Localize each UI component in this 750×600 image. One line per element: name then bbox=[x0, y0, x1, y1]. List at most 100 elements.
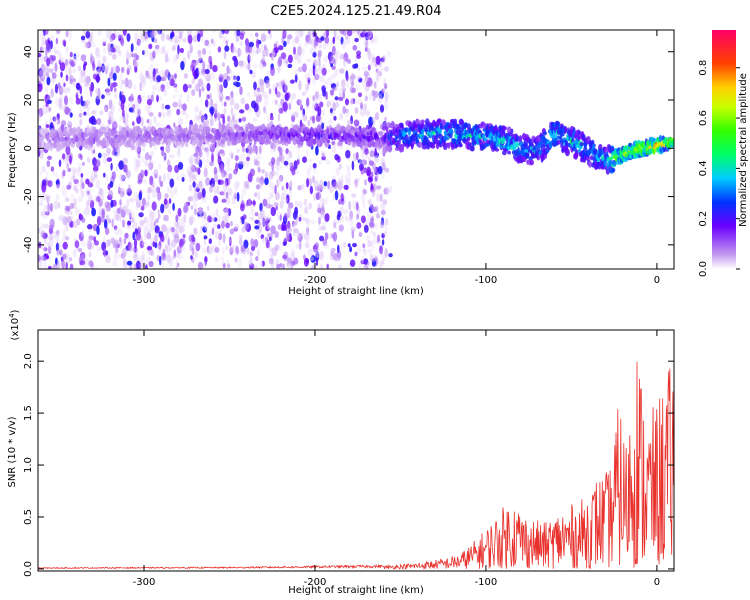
heatmap-cell bbox=[215, 231, 219, 240]
heatmap-cell bbox=[298, 30, 304, 38]
heatmap-cell bbox=[356, 66, 360, 72]
heatmap-cell bbox=[178, 253, 184, 260]
heatmap-cell bbox=[367, 240, 372, 248]
heatmap-cell bbox=[336, 178, 342, 185]
heatmap-cell bbox=[47, 180, 53, 188]
heatmap-cell bbox=[65, 262, 68, 269]
heatmap-cell bbox=[319, 263, 324, 269]
heatmap-cell bbox=[125, 52, 131, 60]
heatmap-cell bbox=[219, 164, 225, 174]
heatmap-cell bbox=[368, 160, 374, 167]
heatmap-cell bbox=[194, 167, 200, 173]
heatmap-cell bbox=[85, 75, 91, 84]
heatmap-cell bbox=[235, 35, 239, 42]
heatmap-cell bbox=[43, 214, 48, 220]
heatmap-cell bbox=[307, 248, 313, 257]
heatmap-cell bbox=[110, 66, 114, 75]
heatmap-cell bbox=[314, 67, 318, 74]
heatmap-cell bbox=[121, 174, 126, 182]
heatmap-cell bbox=[121, 219, 126, 228]
heatmap-cell bbox=[39, 170, 43, 176]
heatmap-cell bbox=[149, 76, 153, 83]
heatmap-cell bbox=[364, 148, 369, 155]
heatmap-cell bbox=[331, 143, 337, 154]
heatmap-cell bbox=[312, 66, 316, 77]
heatmap-cell bbox=[302, 63, 307, 73]
heatmap-cell bbox=[257, 153, 262, 161]
heatmap-cell bbox=[62, 216, 68, 226]
heatmap-cell bbox=[351, 229, 355, 239]
heatmap-cell bbox=[369, 253, 374, 262]
heatmap-cell bbox=[369, 198, 372, 208]
heatmap-cell bbox=[65, 131, 69, 138]
heatmap-cell bbox=[389, 145, 393, 151]
heatmap-cell bbox=[149, 175, 154, 186]
heatmap-cell bbox=[118, 107, 121, 112]
heatmap-cell bbox=[290, 94, 294, 104]
heatmap-cell bbox=[154, 46, 160, 54]
heatmap-cell bbox=[178, 103, 182, 108]
heatmap-cell bbox=[227, 263, 231, 269]
heatmap-cell bbox=[58, 103, 63, 111]
heatmap-cell bbox=[227, 238, 232, 244]
heatmap-cell bbox=[176, 175, 180, 181]
heatmap-cell bbox=[300, 184, 305, 192]
heatmap-cell bbox=[294, 144, 299, 149]
heatmap-cell bbox=[294, 169, 299, 175]
heatmap-cell bbox=[374, 166, 379, 176]
heatmap-cell bbox=[217, 92, 221, 100]
heatmap-cell bbox=[71, 67, 77, 74]
heatmap-cell bbox=[56, 113, 60, 121]
heatmap-cell bbox=[38, 107, 44, 117]
heatmap-cell bbox=[370, 203, 374, 209]
heatmap-cell bbox=[86, 199, 91, 207]
heatmap-cell bbox=[53, 200, 58, 210]
heatmap-cell bbox=[139, 220, 145, 227]
heatmap-cell bbox=[74, 208, 81, 215]
heatmap-cell bbox=[364, 110, 370, 116]
heatmap-cell bbox=[209, 230, 212, 237]
heatmap-cell bbox=[304, 241, 310, 249]
heatmap-cell bbox=[261, 237, 265, 245]
heatmap-cell bbox=[56, 250, 61, 255]
heatmap-cell bbox=[155, 68, 159, 75]
heatmap-cell bbox=[297, 233, 303, 242]
heatmap-cell bbox=[54, 129, 58, 134]
heatmap-cell bbox=[266, 70, 271, 78]
heatmap-cell bbox=[257, 221, 262, 227]
heatmap-cell bbox=[375, 68, 379, 73]
heatmap-cell bbox=[41, 243, 46, 251]
heatmap-cell bbox=[319, 75, 324, 83]
heatmap-cell bbox=[101, 208, 106, 218]
heatmap-cell bbox=[379, 219, 384, 229]
heatmap-cell bbox=[236, 191, 240, 202]
heatmap-cell bbox=[303, 198, 308, 206]
heatmap-cell bbox=[371, 239, 375, 249]
heatmap-cell bbox=[55, 30, 61, 35]
heatmap-cell bbox=[430, 144, 436, 149]
heatmap-cell bbox=[334, 154, 340, 161]
heatmap-cell bbox=[372, 189, 376, 197]
heatmap-cell bbox=[47, 240, 54, 248]
heatmap-cell bbox=[332, 231, 338, 242]
heatmap-cell bbox=[217, 138, 222, 147]
heatmap-cell bbox=[312, 162, 317, 169]
heatmap-cell bbox=[128, 96, 134, 102]
heatmap-cell bbox=[43, 247, 46, 254]
heatmap-cell bbox=[293, 228, 299, 234]
heatmap-cell bbox=[57, 82, 61, 90]
heatmap-cell bbox=[123, 81, 128, 86]
heatmap-cell bbox=[353, 119, 360, 127]
heatmap-cell bbox=[176, 108, 181, 116]
heatmap-cell bbox=[349, 259, 356, 268]
heatmap-cell bbox=[154, 184, 160, 194]
heatmap-cell bbox=[380, 209, 386, 216]
heatmap-cell bbox=[160, 76, 166, 82]
heatmap-cell bbox=[338, 163, 342, 170]
heatmap-cell bbox=[582, 158, 586, 163]
heatmap-cell bbox=[250, 47, 257, 55]
heatmap-cell bbox=[360, 102, 363, 110]
heatmap-cell bbox=[420, 129, 425, 135]
heatmap-cell bbox=[59, 94, 64, 104]
heatmap-cell bbox=[316, 192, 322, 200]
